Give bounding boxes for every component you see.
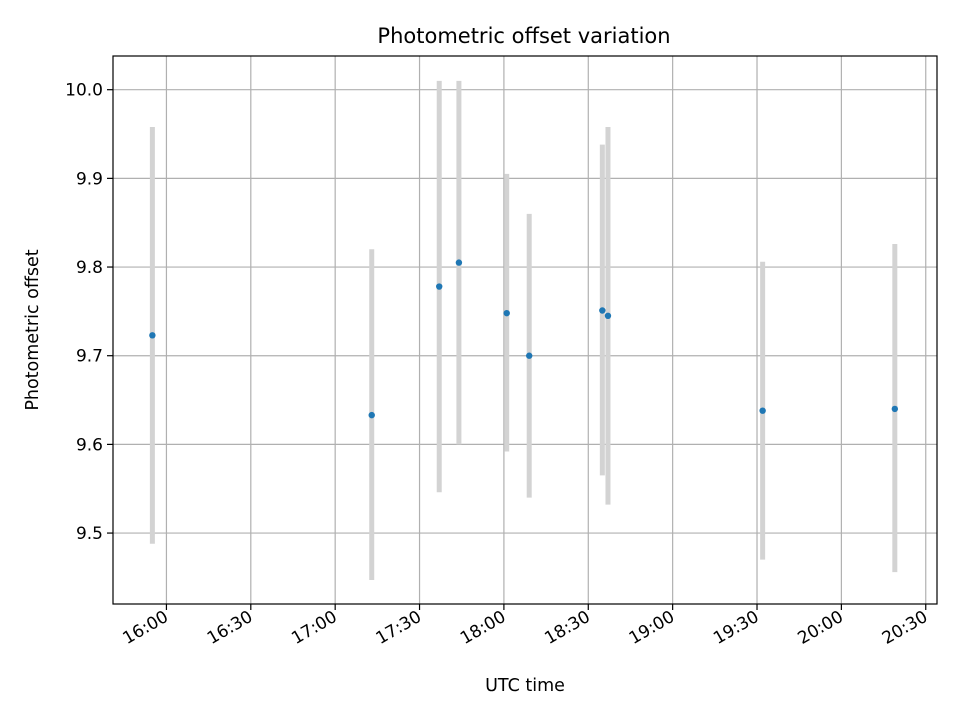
y-tick-label: 9.8 [76, 258, 103, 278]
data-point [604, 312, 612, 320]
x-tick-label: 16:00 [119, 607, 171, 649]
x-tick-label: 19:00 [626, 607, 678, 649]
y-tick-label: 9.5 [76, 524, 103, 544]
x-tick-label: 16:30 [204, 607, 256, 649]
x-tick-label: 19:30 [710, 607, 762, 649]
data-point [436, 283, 443, 290]
x-tick-label: 17:30 [373, 607, 425, 649]
data-points [149, 259, 899, 419]
data-point [599, 307, 606, 314]
x-tick-label: 18:30 [541, 607, 593, 649]
error-bars [149, 80, 898, 581]
ticks: 16:00 16:30 17:00 17:30 18:00 18:30 19:00 19:30… [65, 81, 931, 649]
data-point [368, 411, 375, 419]
grid [113, 56, 937, 604]
y-axis-label: Photometric offset [23, 249, 43, 410]
y-tick-label: 9.7 [76, 347, 103, 367]
x-axis-label: UTC time [485, 676, 565, 696]
data-point [759, 407, 766, 414]
data-point [891, 405, 899, 413]
y-tick-label: 9.9 [76, 169, 103, 189]
data-point [503, 309, 510, 317]
data-point [455, 259, 463, 266]
plot-frame [112, 55, 938, 605]
data-point [526, 352, 533, 359]
data-point [149, 332, 156, 339]
y-tick-label: 10.0 [65, 81, 103, 101]
x-tick-label: 20:30 [879, 607, 931, 649]
chart-title: Photometric offset variation [377, 24, 670, 48]
x-tick-label: 20:00 [794, 607, 846, 649]
x-tick-label: 18:00 [457, 607, 509, 649]
x-tick-label: 17:00 [288, 607, 340, 649]
y-tick-label: 9.6 [76, 435, 103, 455]
